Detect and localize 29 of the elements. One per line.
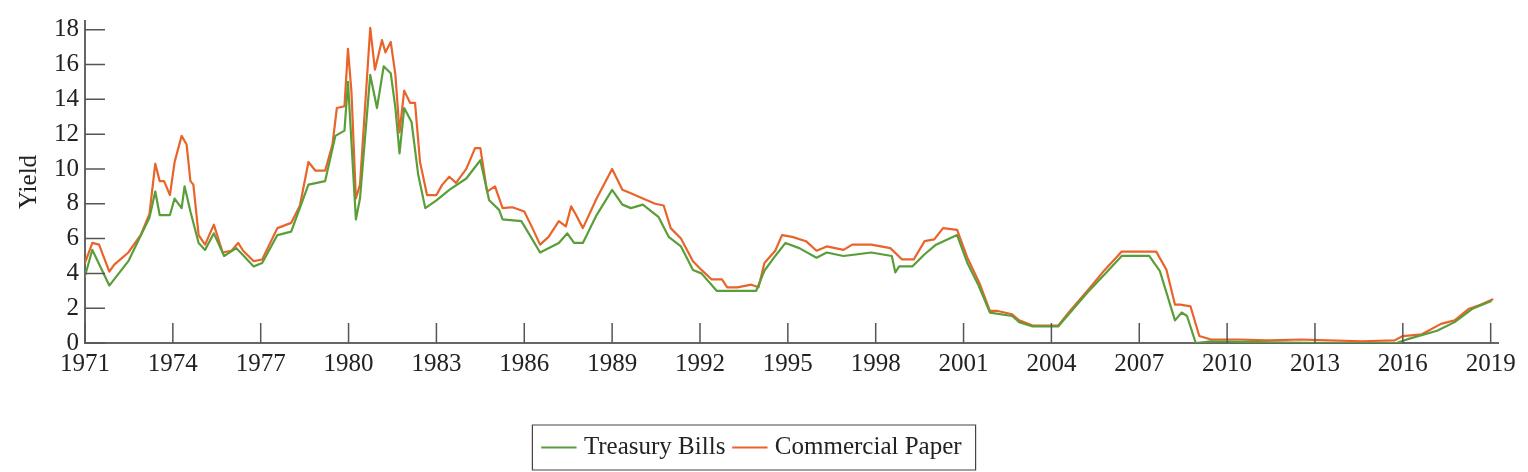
y-tick-label: 12 xyxy=(54,118,79,146)
y-tick-label: 14 xyxy=(54,83,80,111)
y-tick-label: 4 xyxy=(66,257,80,285)
y-tick-label: 8 xyxy=(66,188,79,216)
x-tick-label: 1989 xyxy=(587,348,638,376)
legend-label: Treasury Bills xyxy=(583,432,726,460)
x-tick-label: 1986 xyxy=(499,348,550,376)
x-tick-label: 1998 xyxy=(850,348,901,376)
x-tick-label: 2004 xyxy=(1026,348,1077,376)
x-tick-label: 2013 xyxy=(1289,348,1340,376)
y-tick-label: 18 xyxy=(54,14,79,42)
y-tick-label: 2 xyxy=(66,292,79,320)
x-tick-label: 2007 xyxy=(1114,348,1165,376)
y-tick-label: 16 xyxy=(54,49,79,77)
y-tick-label: 0 xyxy=(66,327,79,355)
x-tick-label: 2001 xyxy=(938,348,989,376)
y-tick-label: 10 xyxy=(54,153,79,181)
x-tick-label: 2019 xyxy=(1465,348,1516,376)
x-tick-label: 2016 xyxy=(1377,348,1428,376)
x-tick-label: 1974 xyxy=(147,348,199,376)
x-tick-label: 1992 xyxy=(674,348,725,376)
y-axis-title: Yield xyxy=(13,154,41,210)
x-tick-label: 1995 xyxy=(762,348,813,376)
x-tick-label: 1983 xyxy=(411,348,462,376)
legend-label: Commercial Paper xyxy=(774,432,963,460)
x-tick-label: 2010 xyxy=(1202,348,1253,376)
x-tick-label: 1977 xyxy=(235,348,286,376)
x-tick-label: 1980 xyxy=(323,348,374,376)
y-tick-label: 6 xyxy=(66,223,79,251)
